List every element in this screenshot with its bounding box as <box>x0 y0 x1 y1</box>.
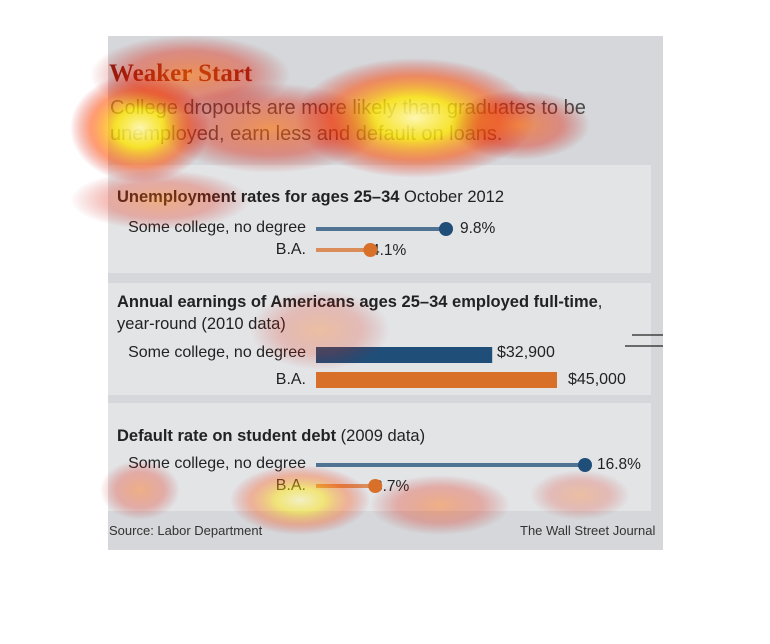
chart-title: Weaker Start <box>109 60 253 87</box>
unemployment-value-ba: 4.1% <box>371 242 407 259</box>
earnings-value-ba: $45,000 <box>568 371 626 388</box>
unemployment-title-bold: Unemployment rates for ages 25–34 <box>117 188 400 206</box>
default-label-ba: B.A. <box>275 477 306 494</box>
default-title-bold: Default rate on student debt <box>117 427 337 445</box>
earnings-title-bold: Annual earnings of Americans ages 25–34 … <box>117 293 598 311</box>
unemployment-label-ba: B.A. <box>275 241 306 258</box>
earnings-title-rest: , year-round (2010 data) <box>117 293 603 333</box>
unemployment-label-some-college: Some college, no degree <box>128 219 306 236</box>
default-label-some-college: Some college, no degree <box>128 455 306 472</box>
unemployment-title: Unemployment rates for ages 25–34 Octobe… <box>117 188 504 207</box>
earnings-label-some-college: Some college, no degree <box>128 344 306 361</box>
earnings-title: Annual earnings of Americans ages 25–34 … <box>117 291 637 335</box>
default-value-some-college: 16.8% <box>597 456 641 473</box>
source-note: Source: Labor Department <box>109 523 263 538</box>
default-value-ba: 3.7% <box>374 478 410 495</box>
default-title-rest: (2009 data) <box>336 427 426 445</box>
earnings-value-some-college: $32,900 <box>497 344 555 361</box>
earnings-label-ba: B.A. <box>275 371 306 388</box>
default-title: Default rate on student debt (2009 data) <box>117 427 425 446</box>
unemployment-value-some-college: 9.8% <box>460 220 496 237</box>
chart-subtitle: College dropouts are more likely than gr… <box>110 97 586 145</box>
unemployment-title-rest: October 2012 <box>399 188 505 206</box>
credit-note: The Wall Street Journal <box>520 523 656 538</box>
